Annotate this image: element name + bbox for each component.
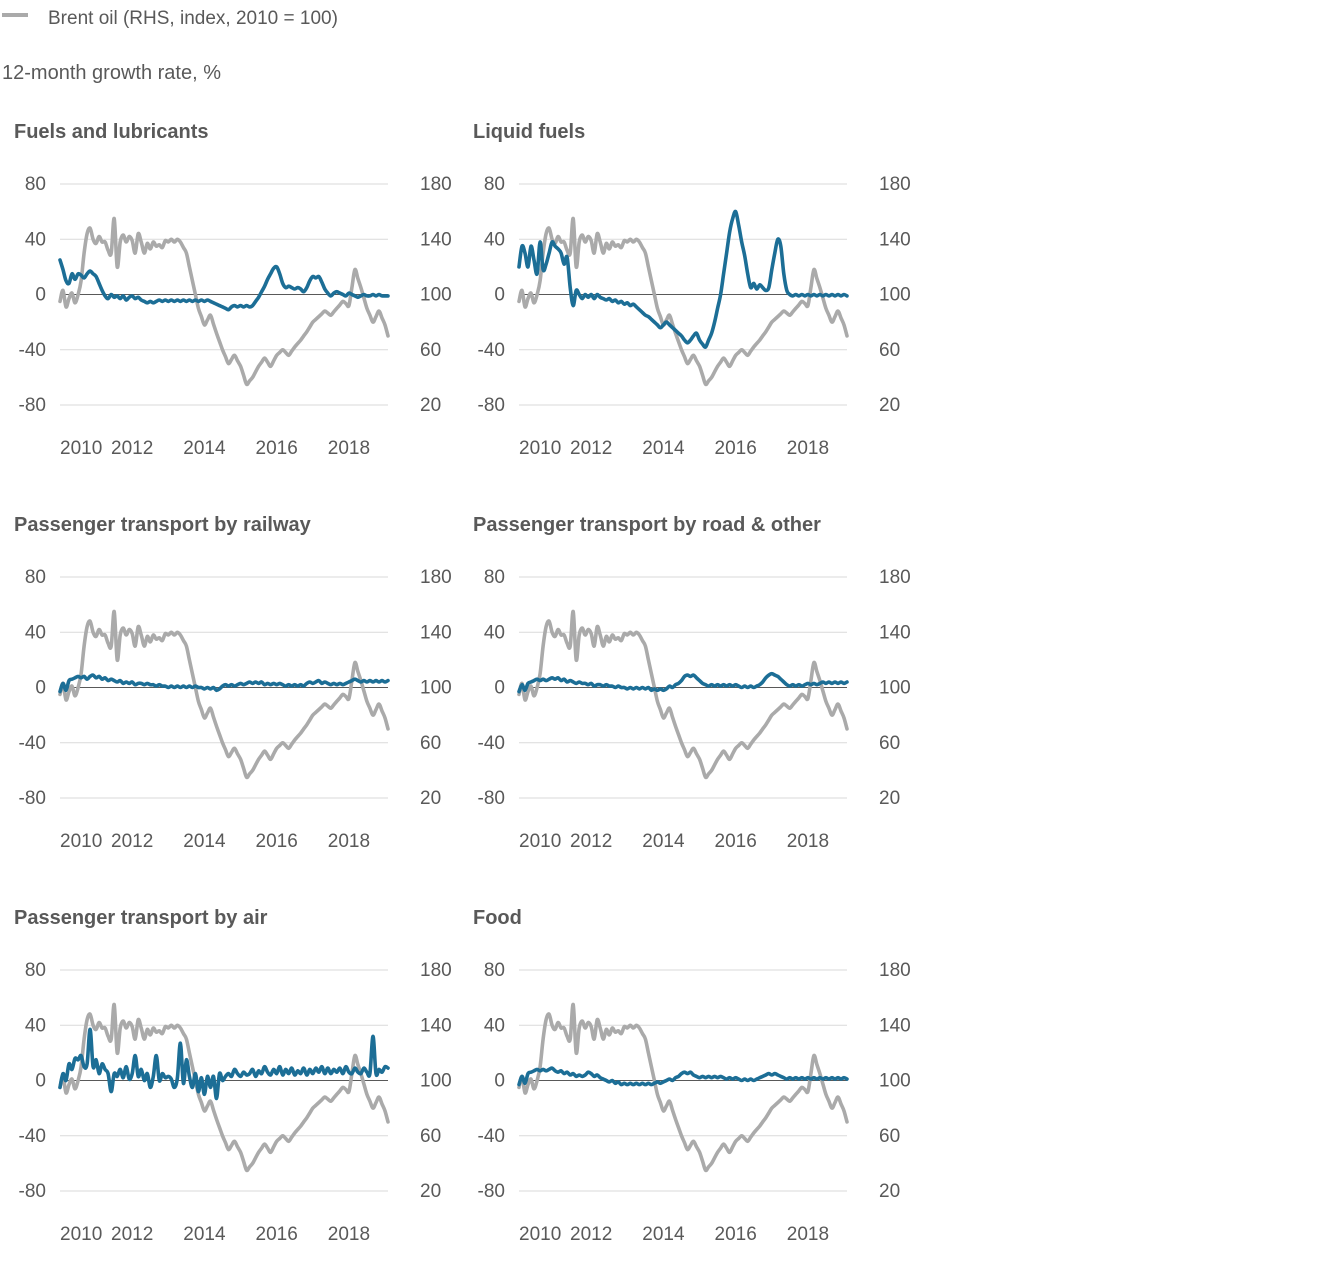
svg-text:2012: 2012 <box>111 1224 153 1245</box>
svg-text:140: 140 <box>420 229 452 250</box>
svg-text:80: 80 <box>484 174 505 195</box>
svg-text:2014: 2014 <box>183 1224 226 1245</box>
svg-text:2012: 2012 <box>111 438 153 459</box>
svg-text:-40: -40 <box>19 340 46 361</box>
svg-text:140: 140 <box>879 229 911 250</box>
svg-text:20: 20 <box>420 395 441 416</box>
svg-text:2014: 2014 <box>183 831 226 852</box>
svg-text:40: 40 <box>25 1015 46 1036</box>
svg-text:100: 100 <box>420 1071 452 1092</box>
svg-text:80: 80 <box>25 174 46 195</box>
svg-text:0: 0 <box>494 285 505 306</box>
svg-text:180: 180 <box>420 960 452 981</box>
svg-text:40: 40 <box>484 1015 505 1036</box>
svg-text:2012: 2012 <box>570 831 612 852</box>
svg-text:-40: -40 <box>478 733 505 754</box>
svg-text:2018: 2018 <box>787 438 829 459</box>
svg-text:80: 80 <box>484 960 505 981</box>
svg-text:100: 100 <box>420 285 452 306</box>
svg-text:-40: -40 <box>478 340 505 361</box>
svg-text:60: 60 <box>420 1126 441 1147</box>
svg-text:2018: 2018 <box>328 831 370 852</box>
svg-text:100: 100 <box>879 285 911 306</box>
svg-text:2012: 2012 <box>570 1224 612 1245</box>
svg-text:0: 0 <box>35 1071 46 1092</box>
svg-text:180: 180 <box>420 567 452 588</box>
svg-text:2016: 2016 <box>715 831 757 852</box>
svg-text:20: 20 <box>420 1181 441 1202</box>
svg-text:60: 60 <box>420 340 441 361</box>
svg-text:2018: 2018 <box>787 1224 829 1245</box>
svg-text:2012: 2012 <box>570 438 612 459</box>
svg-text:40: 40 <box>484 229 505 250</box>
svg-text:0: 0 <box>35 678 46 699</box>
svg-text:2018: 2018 <box>787 831 829 852</box>
svg-text:60: 60 <box>879 1126 900 1147</box>
svg-text:60: 60 <box>879 340 900 361</box>
svg-text:20: 20 <box>879 395 900 416</box>
svg-text:100: 100 <box>879 1071 911 1092</box>
svg-text:-80: -80 <box>478 395 505 416</box>
svg-text:0: 0 <box>35 285 46 306</box>
svg-text:20: 20 <box>420 788 441 809</box>
svg-text:2016: 2016 <box>715 1224 757 1245</box>
svg-text:100: 100 <box>879 678 911 699</box>
svg-text:100: 100 <box>420 678 452 699</box>
svg-text:-40: -40 <box>19 1126 46 1147</box>
svg-text:40: 40 <box>25 622 46 643</box>
svg-text:2016: 2016 <box>256 1224 298 1245</box>
svg-text:80: 80 <box>484 567 505 588</box>
svg-text:2010: 2010 <box>60 438 102 459</box>
svg-text:2016: 2016 <box>256 831 298 852</box>
svg-text:140: 140 <box>879 1015 911 1036</box>
svg-text:2010: 2010 <box>519 831 561 852</box>
svg-text:2014: 2014 <box>642 438 685 459</box>
svg-text:60: 60 <box>879 733 900 754</box>
svg-text:40: 40 <box>25 229 46 250</box>
svg-text:180: 180 <box>879 960 911 981</box>
svg-text:140: 140 <box>420 622 452 643</box>
svg-text:-80: -80 <box>19 1181 46 1202</box>
svg-text:2016: 2016 <box>256 438 298 459</box>
svg-text:2018: 2018 <box>328 1224 370 1245</box>
svg-text:180: 180 <box>879 174 911 195</box>
svg-text:2010: 2010 <box>519 1224 561 1245</box>
svg-text:2010: 2010 <box>519 438 561 459</box>
svg-text:2014: 2014 <box>642 1224 685 1245</box>
svg-text:2014: 2014 <box>642 831 685 852</box>
svg-text:180: 180 <box>420 174 452 195</box>
svg-text:-80: -80 <box>478 788 505 809</box>
svg-text:20: 20 <box>879 1181 900 1202</box>
svg-text:20: 20 <box>879 788 900 809</box>
svg-text:0: 0 <box>494 678 505 699</box>
svg-text:40: 40 <box>484 622 505 643</box>
svg-text:0: 0 <box>494 1071 505 1092</box>
svg-text:60: 60 <box>420 733 441 754</box>
svg-text:-40: -40 <box>478 1126 505 1147</box>
svg-text:80: 80 <box>25 567 46 588</box>
svg-text:2010: 2010 <box>60 831 102 852</box>
svg-text:140: 140 <box>420 1015 452 1036</box>
svg-text:-80: -80 <box>478 1181 505 1202</box>
svg-text:-80: -80 <box>19 395 46 416</box>
svg-text:-80: -80 <box>19 788 46 809</box>
svg-text:2018: 2018 <box>328 438 370 459</box>
svg-text:2016: 2016 <box>715 438 757 459</box>
svg-text:180: 180 <box>879 567 911 588</box>
svg-text:-40: -40 <box>19 733 46 754</box>
svg-text:80: 80 <box>25 960 46 981</box>
svg-text:140: 140 <box>879 622 911 643</box>
svg-text:2012: 2012 <box>111 831 153 852</box>
svg-text:2010: 2010 <box>60 1224 102 1245</box>
svg-text:2014: 2014 <box>183 438 226 459</box>
